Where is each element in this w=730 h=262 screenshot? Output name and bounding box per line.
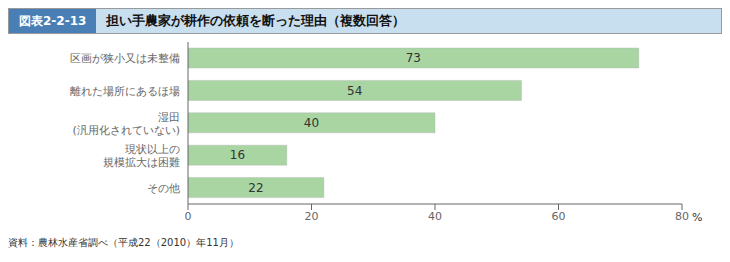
svg-text:0: 0 — [185, 210, 192, 223]
svg-text:22: 22 — [248, 181, 263, 195]
svg-text:%: % — [692, 211, 702, 224]
svg-text:40: 40 — [428, 210, 442, 223]
svg-text:73: 73 — [406, 51, 421, 65]
html-text:資料：農林水産省調べ（平成22（2010）年11月）: 資料：農林水産省調べ（平成22（2010）年11月） — [8, 237, 239, 248]
svg-text:40: 40 — [304, 116, 319, 130]
svg-text:離れた場所にあるほ場: 離れた場所にあるほ場 — [70, 84, 180, 97]
svg-text:区画が狭小又は未整備: 区画が狭小又は未整備 — [70, 52, 180, 65]
svg-text:16: 16 — [230, 148, 245, 162]
svg-text:湿田(汎用化されていない): 湿田(汎用化されていない) — [72, 110, 180, 136]
svg-text:60: 60 — [552, 210, 566, 223]
svg-text:80: 80 — [675, 210, 689, 223]
html-text:担い手農家が耕作の依頼を断った理由（複数回答）: 担い手農家が耕作の依頼を断った理由（複数回答） — [106, 13, 406, 28]
svg-text:20: 20 — [305, 210, 319, 223]
svg-text:その他: その他 — [147, 181, 180, 194]
svg-text:現状以上の規模拡大は困難: 現状以上の規模拡大は困難 — [103, 142, 180, 168]
html-text:図表2-2-13: 図表2-2-13 — [19, 13, 87, 28]
svg-text:54: 54 — [347, 84, 362, 98]
